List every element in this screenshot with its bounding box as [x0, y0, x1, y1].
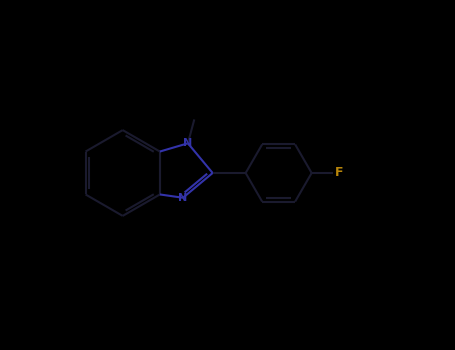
Text: F: F	[335, 167, 344, 180]
Text: N: N	[183, 138, 192, 148]
Text: N: N	[178, 193, 187, 203]
